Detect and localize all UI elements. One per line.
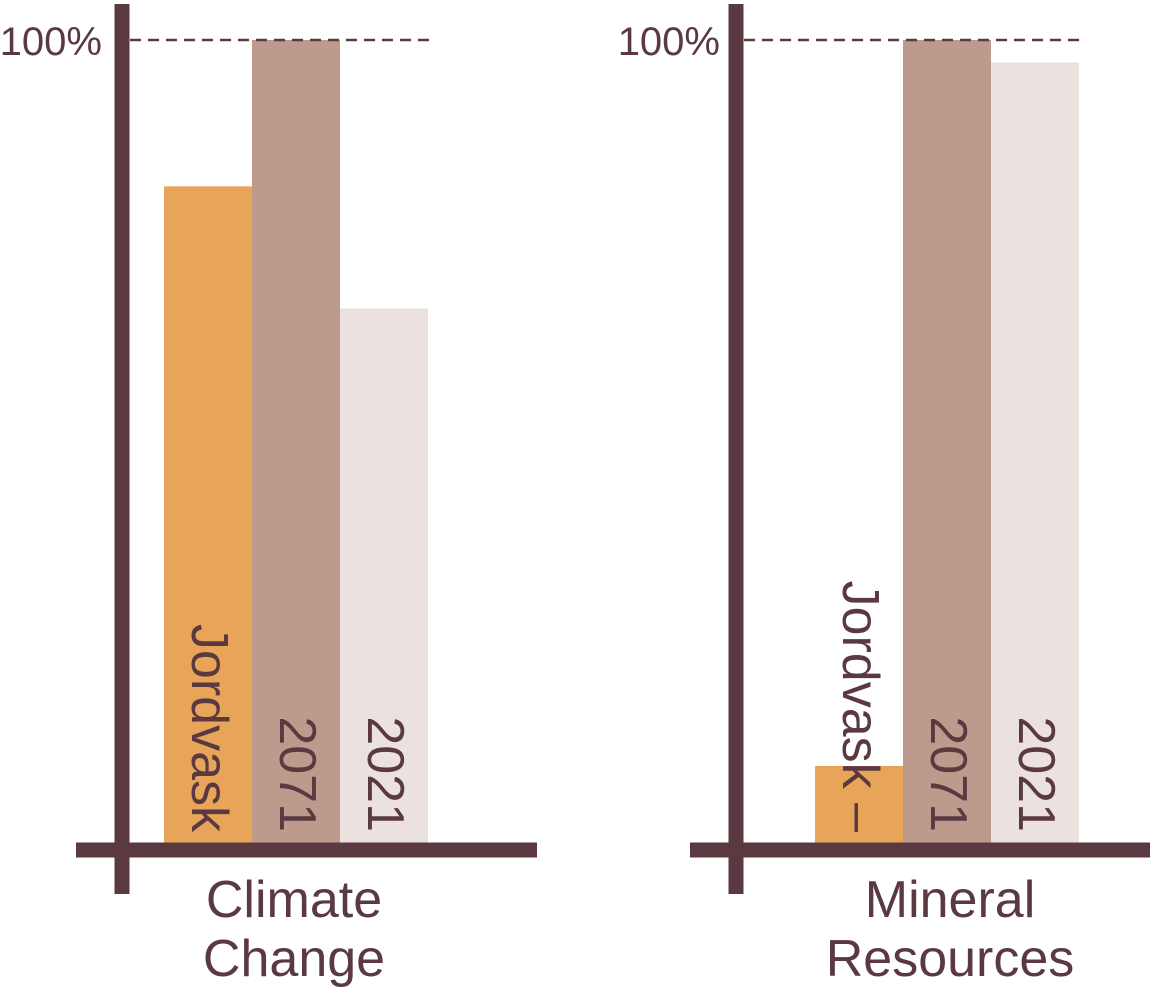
bar-label-2021: 2021 (356, 716, 414, 832)
bar-2021 (340, 308, 428, 844)
bar-jordvask (164, 186, 252, 844)
category-label-line-1: Mineral (865, 871, 1036, 929)
bar-2071 (252, 40, 340, 844)
bar-label-2021: 2021 (1007, 716, 1065, 832)
bar-label-jordvask: Jordvask (180, 624, 238, 833)
bar-2071 (903, 40, 991, 844)
bar-label-jordvask: Jordvask – (831, 581, 889, 833)
bar-label-2071: 2071 (919, 716, 977, 832)
bar-label-2071: 2071 (268, 716, 326, 832)
category-label-line-2: Resources (826, 930, 1075, 987)
bar-jordvask (815, 766, 903, 844)
category-label-line-2: Change (203, 930, 385, 987)
bar-2021 (991, 62, 1079, 844)
category-label-line-1: Climate (206, 871, 382, 929)
reference-label: 100% (0, 20, 102, 64)
reference-label: 100% (618, 20, 720, 64)
